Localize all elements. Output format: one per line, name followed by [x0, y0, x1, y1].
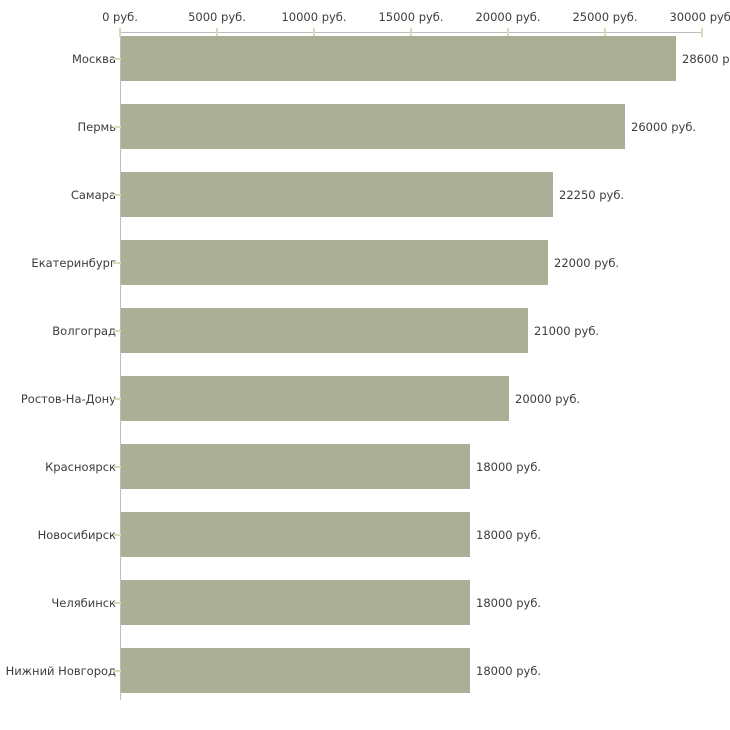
y-tick-mark	[113, 669, 121, 672]
category-label: Красноярск	[45, 459, 116, 474]
x-tick-label: 0 руб.	[102, 10, 138, 24]
value-label: 22250 руб.	[559, 187, 625, 202]
bar	[121, 648, 470, 693]
y-tick-mark	[113, 125, 121, 128]
value-label: 18000 руб.	[476, 527, 542, 542]
x-tick-label: 25000 руб.	[572, 10, 638, 24]
x-tick-mark	[216, 28, 218, 37]
bar	[121, 308, 528, 353]
x-tick-mark	[507, 28, 509, 37]
category-label: Екатеринбург	[31, 255, 116, 270]
category-label: Москва	[71, 51, 116, 66]
y-axis-line	[120, 32, 121, 700]
x-tick-mark	[701, 28, 703, 37]
y-tick-mark	[113, 533, 121, 536]
value-label: 18000 руб.	[476, 459, 542, 474]
value-label: 18000 руб.	[476, 663, 542, 678]
x-tick-mark	[119, 28, 121, 37]
value-label: 21000 руб.	[534, 323, 600, 338]
value-label: 28600 руб.	[682, 51, 730, 66]
bar	[121, 376, 509, 421]
y-tick-mark	[113, 601, 121, 604]
y-tick-mark	[113, 261, 121, 264]
x-tick-label: 20000 руб.	[475, 10, 541, 24]
bar	[121, 512, 470, 557]
value-label: 20000 руб.	[515, 391, 581, 406]
bar	[121, 172, 553, 217]
category-label: Новосибирск	[37, 527, 116, 542]
category-label: Нижний Новгород	[5, 663, 116, 678]
value-label: 18000 руб.	[476, 595, 542, 610]
bar	[121, 240, 548, 285]
bar	[121, 444, 470, 489]
value-label: 26000 руб.	[631, 119, 697, 134]
x-tick-label: 5000 руб.	[188, 10, 246, 24]
y-tick-mark	[113, 465, 121, 468]
value-label: 22000 руб.	[554, 255, 620, 270]
y-tick-mark	[113, 329, 121, 332]
x-tick-label: 15000 руб.	[378, 10, 444, 24]
x-tick-mark	[604, 28, 606, 37]
category-label: Самара	[70, 187, 116, 202]
bar	[121, 580, 470, 625]
y-tick-mark	[113, 193, 121, 196]
bar	[121, 104, 625, 149]
category-label: Ростов-На-Дону	[20, 391, 116, 406]
x-tick-label: 10000 руб.	[281, 10, 347, 24]
x-tick-mark	[313, 28, 315, 37]
category-label: Пермь	[77, 119, 116, 134]
y-tick-mark	[113, 57, 121, 60]
category-label: Волгоград	[52, 323, 116, 338]
bar	[121, 36, 676, 81]
x-tick-label: 30000 руб.	[669, 10, 730, 24]
x-tick-mark	[410, 28, 412, 37]
y-tick-mark	[113, 397, 121, 400]
category-label: Челябинск	[51, 595, 116, 610]
